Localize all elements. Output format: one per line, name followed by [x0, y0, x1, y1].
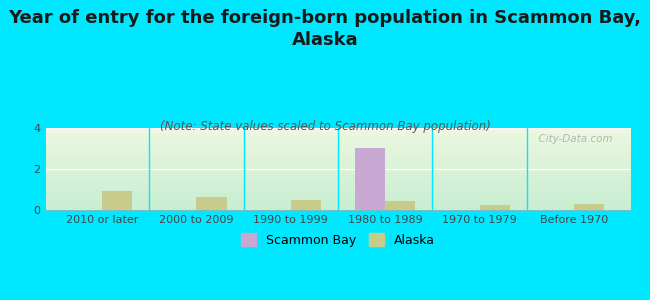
- Bar: [102, 191, 133, 210]
- Bar: [46, 166, 630, 167]
- Bar: [46, 206, 630, 207]
- Bar: [46, 158, 630, 159]
- Bar: [46, 184, 630, 185]
- Bar: [46, 128, 630, 129]
- Bar: [46, 176, 630, 177]
- Bar: [46, 153, 630, 154]
- Bar: [46, 177, 630, 178]
- Bar: [46, 131, 630, 132]
- Bar: [46, 136, 630, 137]
- Bar: [46, 179, 630, 180]
- Text: City-Data.com: City-Data.com: [532, 134, 613, 144]
- Bar: [46, 167, 630, 168]
- Bar: [291, 200, 321, 210]
- Bar: [46, 151, 630, 152]
- Bar: [46, 170, 630, 171]
- Bar: [46, 141, 630, 142]
- Bar: [46, 160, 630, 161]
- Bar: [46, 201, 630, 202]
- Text: Year of entry for the foreign-born population in Scammon Bay,
Alaska: Year of entry for the foreign-born popul…: [8, 9, 642, 49]
- Bar: [46, 182, 630, 183]
- Bar: [355, 148, 385, 210]
- Bar: [46, 173, 630, 174]
- Bar: [46, 187, 630, 188]
- Bar: [46, 160, 630, 161]
- Bar: [46, 147, 630, 148]
- Bar: [46, 174, 630, 175]
- Legend: Scammon Bay, Alaska: Scammon Bay, Alaska: [241, 233, 435, 247]
- Bar: [46, 183, 630, 184]
- Bar: [46, 200, 630, 201]
- Bar: [46, 162, 630, 163]
- Bar: [46, 150, 630, 151]
- Bar: [46, 157, 630, 158]
- Text: (Note: State values scaled to Scammon Bay population): (Note: State values scaled to Scammon Ba…: [159, 120, 491, 133]
- Bar: [46, 148, 630, 149]
- Bar: [46, 156, 630, 157]
- Bar: [46, 192, 630, 193]
- Bar: [46, 191, 630, 192]
- Bar: [46, 203, 630, 204]
- Bar: [46, 130, 630, 131]
- Bar: [46, 146, 630, 147]
- Bar: [46, 194, 630, 195]
- Bar: [46, 155, 630, 156]
- Bar: [46, 136, 630, 137]
- Bar: [385, 201, 415, 210]
- Bar: [46, 186, 630, 187]
- Bar: [46, 197, 630, 198]
- Bar: [46, 135, 630, 136]
- Bar: [46, 164, 630, 165]
- Bar: [46, 143, 630, 144]
- Bar: [46, 169, 630, 170]
- Bar: [46, 154, 630, 155]
- Bar: [46, 161, 630, 162]
- Bar: [46, 145, 630, 146]
- Bar: [46, 140, 630, 141]
- Bar: [46, 185, 630, 186]
- Bar: [46, 178, 630, 179]
- Bar: [46, 175, 630, 176]
- Bar: [46, 209, 630, 210]
- Bar: [46, 205, 630, 206]
- Bar: [46, 199, 630, 200]
- Bar: [46, 180, 630, 181]
- Bar: [46, 204, 630, 205]
- Bar: [46, 138, 630, 139]
- Bar: [574, 204, 604, 210]
- Bar: [46, 149, 630, 150]
- Bar: [46, 171, 630, 172]
- Bar: [46, 134, 630, 135]
- Bar: [46, 159, 630, 160]
- Bar: [46, 163, 630, 164]
- Bar: [46, 142, 630, 143]
- Bar: [46, 196, 630, 197]
- Bar: [46, 152, 630, 153]
- Bar: [46, 172, 630, 173]
- Bar: [196, 196, 227, 210]
- Bar: [46, 190, 630, 191]
- Bar: [46, 189, 630, 190]
- Bar: [46, 193, 630, 194]
- Bar: [46, 195, 630, 196]
- Bar: [46, 207, 630, 208]
- Bar: [46, 169, 630, 170]
- Bar: [46, 168, 630, 169]
- Bar: [46, 137, 630, 138]
- Bar: [46, 144, 630, 145]
- Bar: [46, 198, 630, 199]
- Bar: [46, 129, 630, 130]
- Bar: [46, 202, 630, 203]
- Bar: [46, 133, 630, 134]
- Bar: [46, 181, 630, 182]
- Bar: [46, 139, 630, 140]
- Bar: [46, 208, 630, 209]
- Bar: [46, 202, 630, 203]
- Bar: [480, 205, 510, 210]
